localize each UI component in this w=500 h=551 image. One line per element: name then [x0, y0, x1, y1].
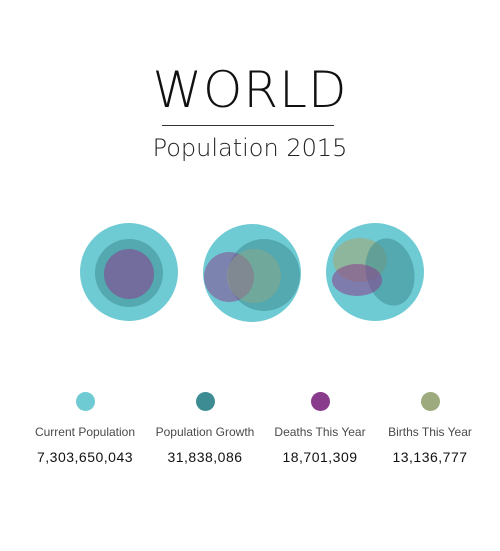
bubble-deaths: [204, 252, 254, 302]
legend-item-deaths: Deaths This Year 18,701,309: [260, 392, 380, 466]
legend-item-population-growth: Population Growth 31,838,086: [145, 392, 265, 466]
legend-label: Current Population: [34, 425, 136, 439]
deaths-dot: [310, 392, 330, 411]
legend-value: 13,136,777: [392, 449, 468, 465]
title-divider: [162, 125, 334, 126]
population-growth-dot: [195, 392, 215, 411]
births-dot: [420, 392, 440, 411]
bubble-illustration: [80, 223, 424, 322]
legend-value: 7,303,650,043: [36, 449, 134, 465]
bubble-deaths: [104, 249, 154, 299]
legend-label: Population Growth: [155, 425, 255, 439]
current-population-dot: [75, 392, 95, 411]
bubble-group-ellipses: [326, 223, 424, 321]
legend-value: 31,838,086: [167, 449, 243, 465]
legend-label: Births This Year: [388, 425, 472, 439]
bubble-deaths: [332, 264, 382, 296]
legend-label: Deaths This Year: [274, 425, 366, 439]
legend-item-current-population: Current Population 7,303,650,043: [25, 392, 145, 466]
bubble-group-nested: [80, 223, 178, 321]
legend-item-births: Births This Year 13,136,777: [370, 392, 490, 466]
page-title: WORLD: [152, 61, 348, 119]
page-subtitle: Population 2015: [152, 134, 348, 162]
legend-value: 18,701,309: [282, 449, 358, 465]
bubble-group-overlap: [203, 224, 301, 322]
bubble-births: [227, 249, 281, 303]
